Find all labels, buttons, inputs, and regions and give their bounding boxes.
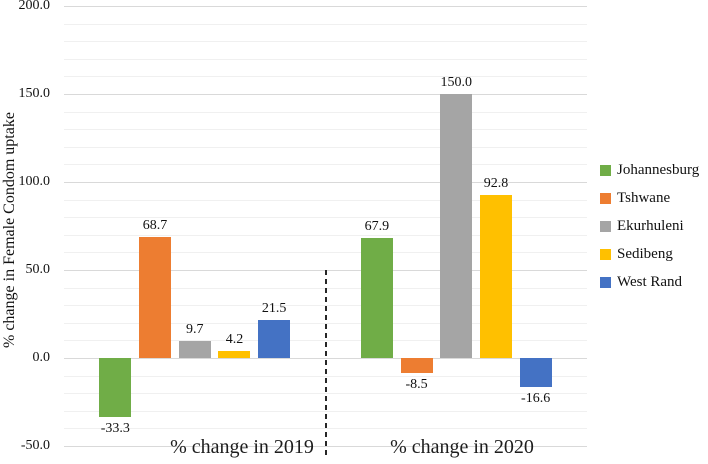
- y-tick-label: 50.0: [25, 262, 51, 277]
- legend-swatch-icon: [600, 248, 611, 260]
- legend-swatch-icon: [600, 276, 611, 288]
- legend-swatch-icon: [600, 164, 611, 176]
- legend-swatch-icon: [600, 192, 611, 204]
- minor-gridline: [64, 217, 587, 219]
- bar-sedibeng-2020: [479, 194, 512, 358]
- bar-ekurhuleni-2019: [178, 340, 211, 358]
- legend: Johannesburg Tshwane Ekurhuleni Sedibeng Wes…: [600, 161, 699, 301]
- minor-gridline: [64, 252, 587, 254]
- y-tick-label: 0.0: [32, 350, 51, 365]
- minor-gridline: [64, 146, 587, 148]
- major-gridline: [64, 6, 587, 7]
- bar-west-rand-2019: [258, 320, 291, 358]
- legend-label: Sedibeng: [617, 245, 673, 262]
- legend-item-sedibeng: Sedibeng: [600, 245, 699, 263]
- value-label-sedibeng-2019: 4.2: [225, 331, 244, 347]
- minor-gridline: [64, 199, 587, 201]
- bar-sedibeng-2019: [218, 350, 251, 358]
- minor-gridline: [64, 23, 587, 25]
- legend-item-tshwane: Tshwane: [600, 189, 699, 207]
- bar-tshwane-2019: [139, 237, 172, 358]
- value-label-johannesburg-2020: 67.9: [364, 219, 390, 235]
- major-gridline: [64, 94, 587, 95]
- y-tick-label: -50.0: [20, 438, 50, 453]
- value-label-tshwane-2019: 68.7: [142, 218, 168, 234]
- y-tick-label: 150.0: [18, 86, 51, 101]
- legend-label: Johannesburg: [617, 161, 700, 178]
- bar-tshwane-2020: [400, 358, 433, 373]
- group-separator-dashed-line: [324, 270, 327, 455]
- legend-item-ekurhuleni: Ekurhuleni: [600, 217, 699, 235]
- minor-gridline: [64, 164, 587, 166]
- legend-label: Tshwane: [617, 189, 671, 206]
- major-gridline: [64, 182, 587, 183]
- legend-item-johannesburg: Johannesburg: [600, 161, 699, 179]
- value-label-sedibeng-2020: 92.8: [483, 175, 509, 191]
- bar-johannesburg-2019: [99, 358, 132, 417]
- x-group-label-2019: % change in 2019: [170, 436, 314, 458]
- plot-area: -33.3 68.7 9.7 4.2 21.5 67.9 -8.5 150.0 92.8 -16.…: [64, 6, 587, 455]
- bar-johannesburg-2020: [360, 238, 393, 358]
- x-group-label-2020: % change in 2020: [390, 436, 534, 458]
- minor-gridline: [64, 41, 587, 43]
- value-label-ekurhuleni-2020: 150.0: [440, 75, 473, 90]
- bar-west-rand-2020: [519, 358, 552, 388]
- y-tick-label: 100.0: [18, 174, 51, 189]
- minor-gridline: [64, 76, 587, 78]
- bar-ekurhuleni-2020: [440, 94, 473, 358]
- legend-label: West Rand: [617, 273, 683, 290]
- value-label-tshwane-2020: -8.5: [405, 376, 428, 392]
- legend-label: Ekurhuleni: [617, 217, 684, 234]
- minor-gridline: [64, 234, 587, 236]
- y-axis-tick-labels: 200.0 150.0 100.0 50.0 0.0 -50.0: [0, 0, 51, 464]
- minor-gridline: [64, 111, 587, 113]
- minor-gridline: [64, 129, 587, 131]
- value-label-west-rand-2019: 21.5: [261, 301, 287, 317]
- y-tick-label: 200.0: [18, 0, 51, 13]
- legend-swatch-icon: [600, 220, 611, 232]
- value-label-west-rand-2020: -16.6: [521, 391, 551, 407]
- legend-item-west-rand: West Rand: [600, 273, 699, 291]
- value-label-ekurhuleni-2019: 9.7: [186, 321, 204, 337]
- value-label-johannesburg-2019: -33.3: [100, 420, 130, 436]
- minor-gridline: [64, 58, 587, 60]
